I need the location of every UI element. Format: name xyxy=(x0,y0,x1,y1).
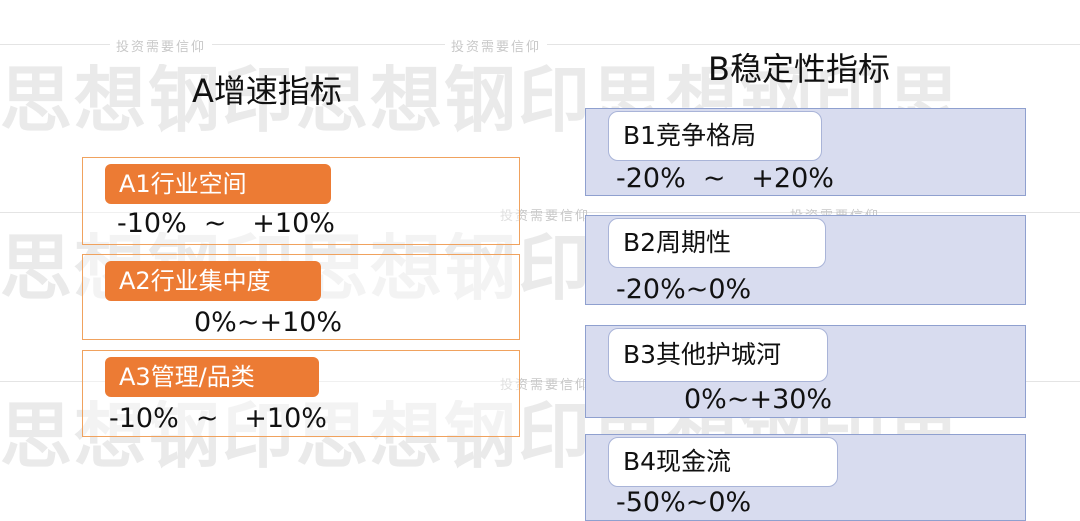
a1-label: A1行业空间 xyxy=(105,164,331,204)
section-a-title: A增速指标 xyxy=(192,72,342,110)
b1-box: B1竞争格局 -20% ~ +20% xyxy=(585,108,1026,196)
a3-box: A3管理/品类 -10% ~ +10% xyxy=(82,350,520,437)
b1-range: -20% ~ +20% xyxy=(616,163,834,194)
b3-label: B3其他护城河 xyxy=(608,328,828,382)
section-b-title: B稳定性指标 xyxy=(708,50,890,88)
b3-box: B3其他护城河 0%~+30% xyxy=(585,325,1026,418)
b1-label: B1竞争格局 xyxy=(608,111,822,161)
b3-range: 0%~+30% xyxy=(684,384,833,415)
a3-range: -10% ~ +10% xyxy=(109,403,327,434)
a2-box: A2行业集中度 0%~+10% xyxy=(82,254,520,340)
watermark-line xyxy=(0,44,1080,45)
watermark-small-text: 投资需要信仰 xyxy=(445,36,548,55)
a2-label: A2行业集中度 xyxy=(105,261,321,301)
a1-range: -10% ~ +10% xyxy=(117,208,335,239)
a3-label: A3管理/品类 xyxy=(105,357,319,397)
a1-box: A1行业空间 -10% ~ +10% xyxy=(82,157,520,245)
b4-range: -50%~0% xyxy=(616,487,752,518)
b2-box: B2周期性 -20%~0% xyxy=(585,215,1026,305)
a2-range: 0%~+10% xyxy=(194,307,343,338)
watermark-small-text: 投资需要信仰 xyxy=(110,36,213,55)
b2-label: B2周期性 xyxy=(608,218,826,268)
b4-box: B4现金流 -50%~0% xyxy=(585,434,1026,521)
b2-range: -20%~0% xyxy=(616,274,752,305)
b4-label: B4现金流 xyxy=(608,437,838,487)
